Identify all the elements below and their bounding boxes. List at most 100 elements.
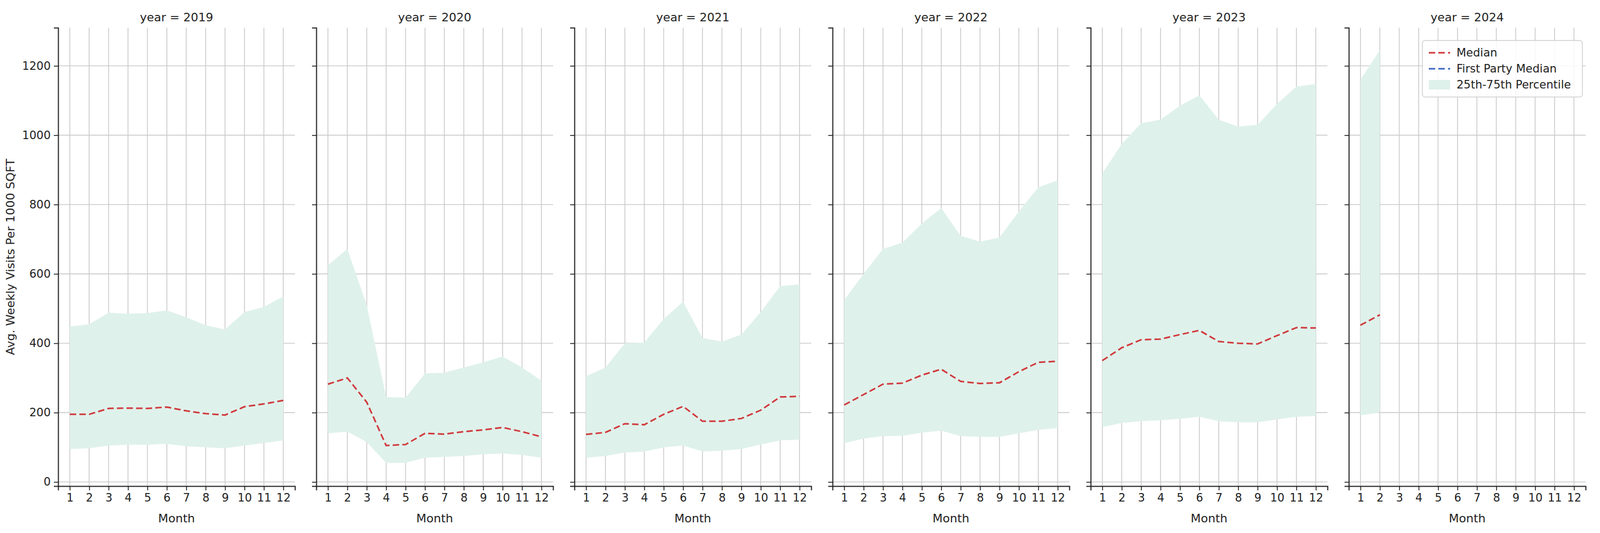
x-tick-mark (721, 486, 723, 491)
x-tick-mark (921, 486, 923, 491)
x-tick-mark (1276, 486, 1278, 491)
y-axis-line (53, 28, 59, 487)
y-tick-mark (570, 274, 575, 276)
x-tick: 6 (680, 486, 687, 505)
x-tick-label: 8 (1492, 491, 1500, 505)
plot-area (1102, 83, 1316, 428)
y-tick: 200 (29, 406, 59, 420)
x-tick-label: 7 (441, 491, 448, 505)
y-tick: 800 (29, 198, 59, 212)
x-tick-label: 2 (860, 491, 868, 505)
y-tick-mark (828, 274, 833, 276)
x-tick-label: 2 (85, 491, 93, 505)
y-tick (312, 135, 317, 136)
y-grid-line (316, 134, 554, 136)
y-grid-line (316, 65, 554, 67)
y-tick-mark (53, 482, 59, 484)
x-tick-mark (1418, 486, 1420, 491)
x-tick-mark (702, 486, 704, 491)
y-tick-mark (828, 343, 833, 345)
y-tick-label: 600 (29, 267, 51, 281)
percentile-band (844, 180, 1058, 444)
y-grid-line (1090, 481, 1328, 483)
x-axis: 123456789101112 (1091, 486, 1328, 505)
grid (1090, 27, 1328, 487)
x-axis: 123456789101112 (58, 486, 296, 505)
panel: 123456789101112020040060080010001200year… (3, 10, 296, 526)
median-line (328, 378, 542, 446)
x-tick-label: 6 (938, 491, 946, 505)
x-tick-mark (1121, 486, 1123, 491)
x-tick-mark (463, 486, 465, 491)
percentile-band (1360, 50, 1380, 416)
x-tick-label: 7 (957, 491, 965, 505)
x-tick-label: 7 (699, 491, 707, 505)
y-tick-mark (312, 343, 317, 345)
x-tick: 2 (1376, 486, 1384, 505)
y-tick (312, 66, 317, 67)
y-tick-mark (570, 343, 575, 345)
x-tick-label: 4 (124, 491, 132, 505)
x-tick-mark (283, 486, 285, 491)
x-tick: 8 (460, 486, 468, 505)
x-tick: 9 (996, 486, 1004, 505)
x-tick-label: 10 (1012, 491, 1027, 505)
x-tick-mark (405, 486, 407, 491)
legend-label: Median (1456, 46, 1498, 60)
x-tick-label: 3 (363, 491, 371, 505)
y-tick-mark (1086, 412, 1091, 414)
x-tick-label: 6 (680, 491, 687, 505)
median-line (69, 400, 284, 415)
x-tick: 8 (1234, 486, 1242, 505)
x-axis-line (833, 486, 1070, 492)
y-grid-line (574, 273, 812, 275)
x-tick-mark (108, 486, 110, 491)
y-tick-mark (53, 412, 59, 414)
x-tick-label: 12 (276, 491, 291, 505)
y-tick (570, 66, 575, 67)
x-tick-label: 9 (1254, 491, 1262, 505)
x-tick: 4 (124, 486, 132, 505)
x-tick-mark (844, 486, 846, 491)
percentile-band (328, 249, 542, 463)
x-tick-mark (205, 486, 207, 491)
y-tick-label: 1200 (22, 59, 51, 73)
y-grid-line (832, 65, 1070, 67)
y-axis-line (1086, 28, 1092, 487)
x-tick-mark (999, 486, 1001, 491)
y-tick (828, 135, 833, 136)
x-tick: 10 (1528, 486, 1543, 505)
y-tick-mark (312, 412, 317, 414)
x-tick: 8 (202, 486, 210, 505)
x-tick: 9 (1254, 486, 1262, 505)
y-tick-mark (570, 65, 575, 67)
x-axis-line (316, 486, 554, 492)
x-tick: 7 (182, 486, 190, 505)
plot-area (328, 249, 542, 463)
x-tick: 10 (237, 486, 253, 505)
x-tick-label: 6 (421, 491, 429, 505)
x-tick: 3 (1137, 486, 1145, 505)
y-tick (1344, 343, 1349, 344)
x-tick: 3 (879, 486, 887, 505)
y-axis-line (312, 28, 317, 487)
x-tick-mark (1160, 486, 1162, 491)
x-tick: 2 (85, 486, 93, 505)
x-tick: 12 (1050, 486, 1066, 505)
x-tick-mark (779, 486, 781, 491)
x-tick-label: 11 (257, 491, 272, 505)
x-tick: 7 (699, 486, 707, 505)
y-grid-line (574, 481, 812, 483)
x-axis-line (1349, 486, 1587, 492)
x-tick: 8 (976, 486, 984, 505)
y-tick (1086, 204, 1091, 206)
x-tick-label: 7 (182, 491, 190, 505)
x-tick-mark (1179, 486, 1181, 491)
x-tick-mark (425, 486, 427, 491)
x-tick-label: 5 (1176, 491, 1184, 505)
x-tick: 5 (402, 486, 410, 505)
y-tick-mark (828, 204, 833, 206)
x-tick: 1 (841, 486, 848, 505)
x-tick-mark (1496, 486, 1498, 491)
x-tick: 11 (1031, 486, 1046, 505)
